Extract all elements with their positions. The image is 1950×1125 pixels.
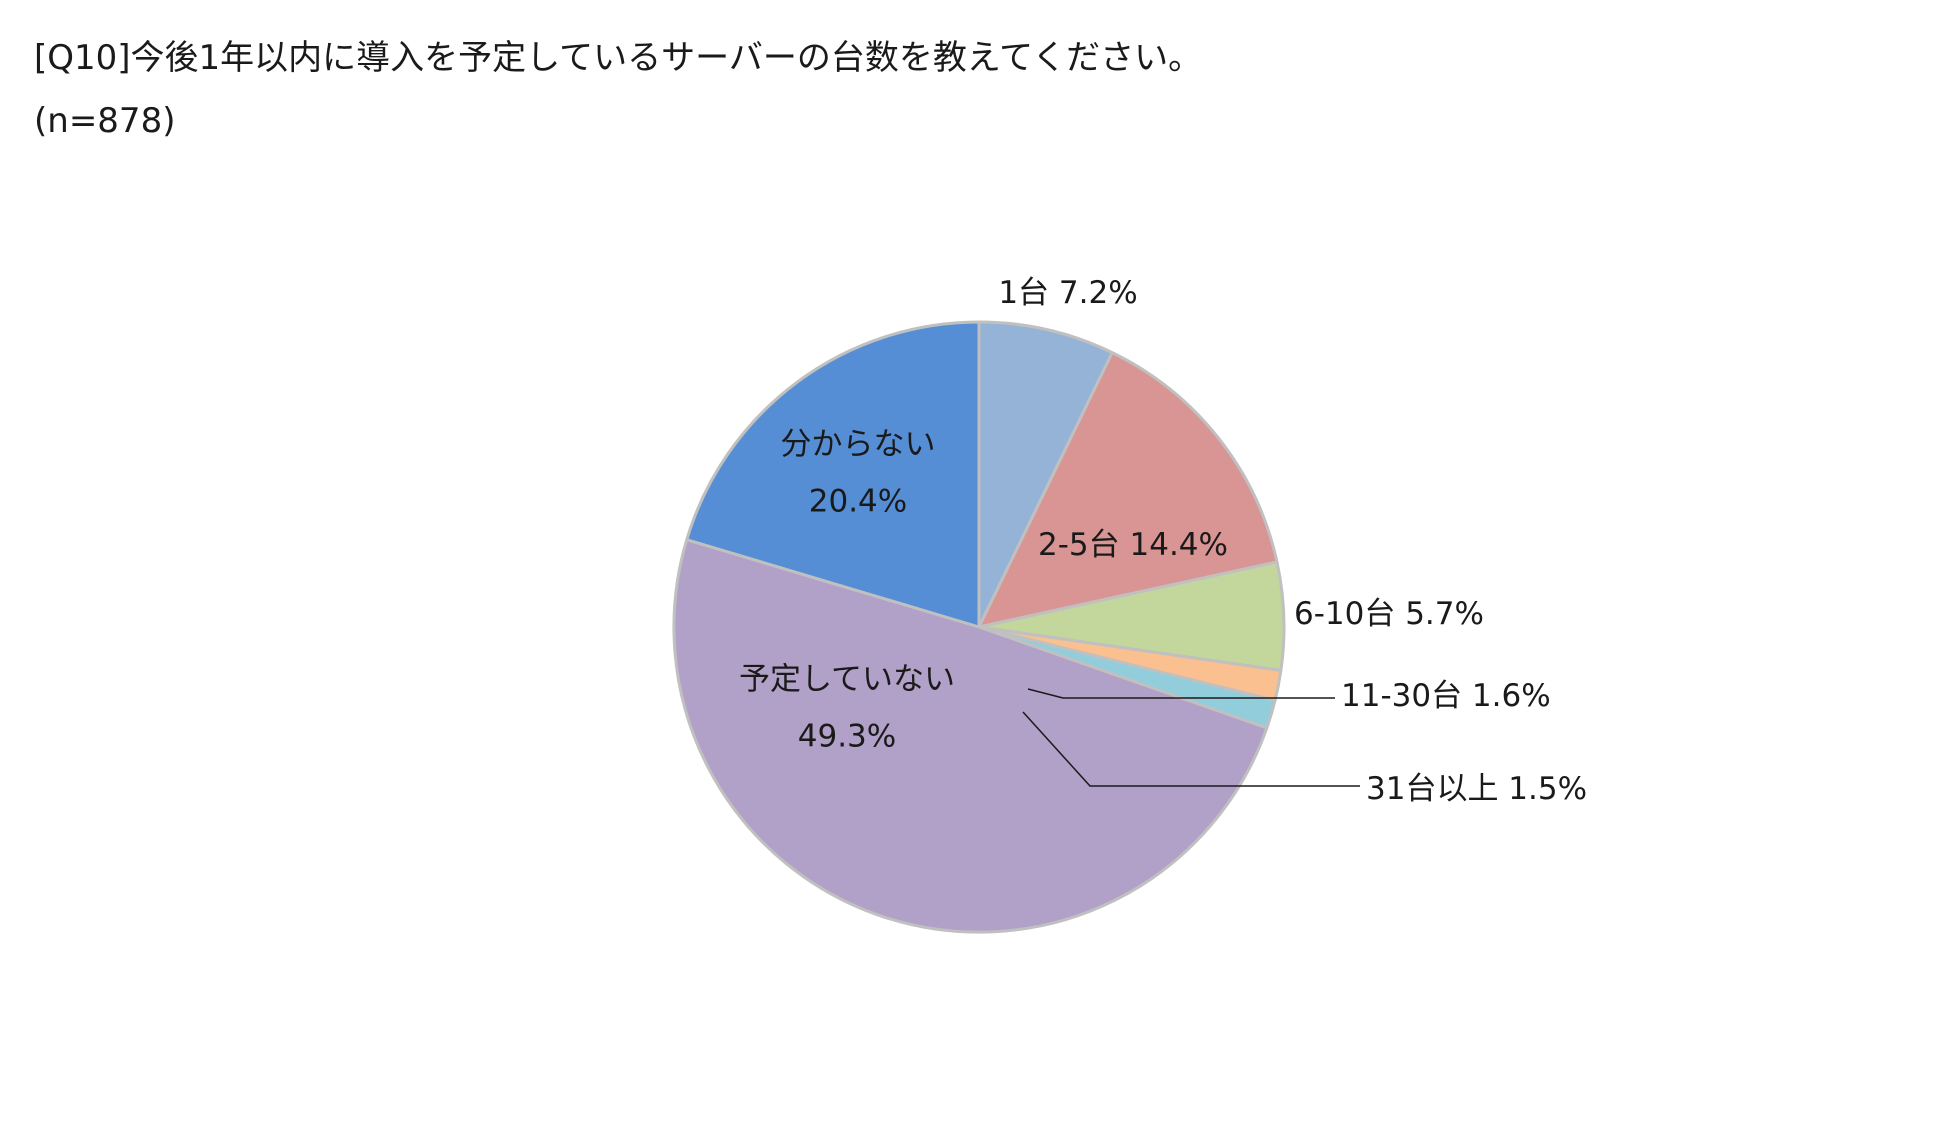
slice-label-7-line-2: 20.4% (809, 484, 907, 520)
chart-header: [Q10]今後1年以内に導入を予定しているサーバーの台数を教えてください。 (n… (34, 38, 1202, 141)
slice-label-7-line-1: 分からない (781, 427, 936, 463)
sample-size: (n=878) (34, 101, 176, 141)
slice-label-6-line-1: 予定していない (739, 662, 955, 698)
slice-label-6-line-2: 49.3% (798, 719, 896, 755)
pie-slice-7 (685, 320, 981, 629)
slice-label-1: 1台 7.2% (998, 275, 1137, 311)
pie-slice-2 (977, 351, 1279, 629)
leader-lines (1022, 688, 1360, 787)
pie-slice-1 (977, 320, 1114, 629)
pie-slices (672, 320, 1286, 934)
leader-line-4 (1027, 688, 1335, 699)
chart-title: [Q10]今後1年以内に導入を予定しているサーバーの台数を教えてください。 (34, 38, 1203, 78)
slice-label-4: 11-30台 1.6% (1341, 678, 1551, 714)
slice-label-5: 31台以上 1.5% (1366, 771, 1587, 807)
pie-slice-6 (672, 538, 1269, 934)
slice-labels: 1台 7.2% 2-5台 14.4% 6-10台 5.7% 11-30台 1.6% 31… (739, 275, 1587, 807)
slice-label-2: 2-5台 14.4% (1038, 527, 1228, 563)
leader-line-5 (1022, 711, 1360, 787)
slice-label-3: 6-10台 5.7% (1294, 596, 1484, 632)
